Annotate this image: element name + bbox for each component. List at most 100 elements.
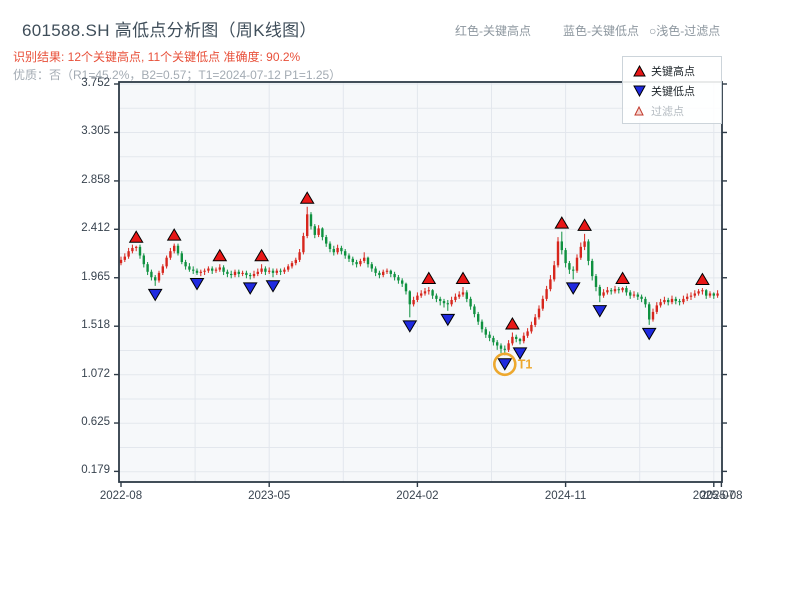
candle-body: [173, 245, 176, 252]
candle-body: [230, 273, 233, 276]
legend-item-filtered: 过滤点: [631, 101, 721, 121]
candle-body: [340, 247, 343, 252]
candle-body: [290, 263, 294, 267]
candle-body: [306, 214, 309, 237]
candle-body: [355, 262, 358, 265]
candle-body: [632, 294, 636, 296]
candle-body: [347, 255, 351, 259]
candle-body: [298, 252, 301, 260]
y-tick-label: 3.752: [81, 77, 110, 89]
candle-body: [473, 306, 476, 315]
candle-body: [332, 249, 335, 253]
candle-body: [682, 298, 685, 303]
key-low-marker: [242, 282, 258, 295]
key-low-marker: [189, 278, 205, 291]
candle-body: [302, 236, 305, 253]
candle-body: [161, 266, 164, 273]
candle-body: [336, 247, 339, 253]
candle-body: [420, 293, 423, 296]
x-tick-label: 2025-07: [692, 490, 735, 502]
candle-body: [477, 314, 480, 322]
candle-body: [613, 289, 617, 292]
candle-body: [283, 269, 286, 272]
candle-body: [127, 251, 130, 257]
candle-body: [268, 270, 271, 272]
x-tick-label: 2025-08: [700, 490, 743, 502]
candle-body: [667, 299, 670, 303]
candle-body: [366, 257, 370, 265]
key-low-marker: [402, 320, 418, 333]
legend-item-label: 关键高点: [651, 66, 695, 78]
candle-body: [568, 263, 571, 270]
candle-body: [598, 286, 601, 296]
candle-body: [226, 271, 229, 274]
key-low-marker: [592, 305, 608, 318]
legend-item-label: 关键低点: [651, 86, 695, 98]
candle-body: [617, 289, 620, 291]
candle-body: [606, 290, 609, 293]
key-low-marker: [497, 358, 513, 371]
plot-area: [119, 82, 722, 482]
candle-body: [321, 228, 324, 238]
candle-body: [499, 345, 503, 349]
candle-body: [393, 273, 396, 278]
candle-body: [157, 272, 161, 281]
candle-body: [359, 260, 362, 265]
t1-annotation-label: T1: [518, 357, 533, 371]
candle-body: [602, 292, 605, 296]
candle-body: [344, 251, 347, 256]
x-tick-label: 2024-11: [544, 490, 587, 502]
y-tick-label: 1.965: [81, 270, 110, 283]
t1-annotation-circle: [492, 352, 517, 377]
candle-body: [199, 271, 202, 273]
candle-body: [708, 293, 712, 296]
legend-item-label: 过滤点: [651, 106, 684, 118]
candle-body: [184, 262, 187, 267]
quality-metrics-text: 优质：否（R1=45.2%，B2=0.57；T1=2024-07-12 P1=1…: [13, 68, 342, 82]
candle-body: [446, 303, 449, 305]
candle-body: [237, 271, 240, 274]
key-high-marker: [554, 216, 570, 229]
candle-body: [484, 329, 487, 335]
candle-body: [442, 301, 446, 304]
candle-body: [625, 288, 628, 293]
candle-body: [480, 321, 484, 330]
candle-body: [138, 246, 142, 256]
candle-body: [526, 331, 529, 336]
candle-body: [454, 296, 457, 300]
candle-body: [260, 268, 263, 272]
candle-body: [135, 246, 138, 248]
candle-body: [325, 237, 328, 244]
key-low-marker: [147, 288, 163, 302]
key-low-marker: [440, 313, 456, 327]
candle-body: [389, 270, 392, 274]
candle-body: [644, 298, 647, 305]
candle-body: [583, 241, 586, 247]
candle-body: [169, 251, 172, 258]
candle-body: [648, 304, 651, 320]
candle-body: [404, 283, 408, 292]
candle-body: [636, 294, 639, 297]
y-tick-label: 2.412: [81, 222, 110, 235]
key-high-marker: [455, 271, 471, 284]
candle-body: [461, 292, 465, 295]
candle-body: [195, 270, 199, 273]
candle-body: [515, 336, 518, 340]
candle-body: [545, 289, 548, 299]
candle-body: [663, 299, 666, 303]
candle-body: [689, 295, 693, 297]
header-legend-key-high: 红色-关键高点: [455, 24, 531, 38]
key-low-marker: [265, 280, 281, 293]
candle-body: [245, 272, 248, 276]
candle-body: [218, 267, 221, 270]
candle-body: [655, 305, 658, 312]
key-high-marker: [166, 228, 182, 241]
candle-body: [275, 270, 278, 273]
candle-body: [192, 269, 195, 271]
candle-body: [594, 276, 598, 287]
candle-body: [211, 268, 214, 271]
legend-item-key-high: 关键高点: [631, 61, 721, 81]
header-legend-filtered: ○浅色-过滤点: [649, 24, 721, 38]
y-tick-label: 2.858: [81, 173, 110, 186]
